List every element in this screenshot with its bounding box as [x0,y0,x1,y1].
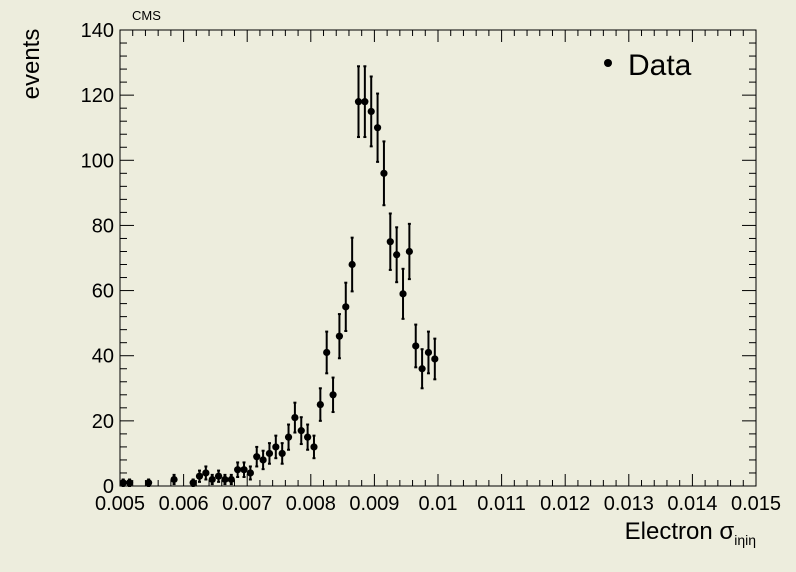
data-point [367,107,375,116]
x-tick-label: 0.007 [222,493,272,515]
data-point [189,479,197,487]
x-axis-label-symbol: σ [719,518,735,545]
data-point [221,475,229,484]
data-point [253,453,261,461]
data-point [316,400,324,409]
y-tick-label: 0 [103,476,114,498]
data-point [125,479,134,487]
data-point [386,238,394,246]
data-point [418,365,426,373]
data-point [310,443,318,451]
data-point [335,332,344,340]
data-point [119,479,127,487]
data-point [202,469,210,477]
data-point [208,475,216,484]
data-point [291,414,299,422]
data-point [329,391,337,399]
data-point [393,251,401,259]
plot-frame [119,29,757,487]
legend-marker [604,59,612,67]
data-point [214,472,223,480]
data-point [227,475,235,484]
data-point [145,479,153,487]
data-point [380,169,388,177]
legend-label: Data [628,49,692,82]
data-point [399,290,407,298]
x-tick-label: 0.015 [731,493,781,515]
data-point [195,472,204,480]
data-point [412,342,420,350]
x-tick-label: 0.012 [540,493,590,515]
x-axis-label-text: Electron [624,518,713,545]
x-axis-label-subscript: iηiη [734,532,756,548]
data-point [373,124,382,132]
data-point [323,348,331,357]
data-point [272,443,280,451]
data-point [246,469,254,477]
data-point [259,456,267,464]
data-point [265,449,274,458]
data-point [424,348,433,357]
cms-watermark: CMS [132,8,161,23]
y-tick-label: 140 [81,20,114,42]
data-point [342,303,350,311]
data-point [284,433,293,441]
data-point [361,98,369,106]
x-tick-label: 0.014 [667,493,717,515]
x-tick-label: 0.005 [95,493,145,515]
x-tick-label: 0.009 [349,493,399,515]
data-point [431,355,439,363]
x-tick-label: 0.01 [419,493,458,515]
x-tick-label: 0.013 [604,493,654,515]
y-tick-label: 20 [92,411,114,433]
data-point [240,466,248,474]
data-point [278,449,286,458]
data-point [348,260,356,269]
x-tick-label: 0.008 [286,493,336,515]
x-axis-label: Electron σiηiη [625,518,756,548]
y-axis-label: events [18,28,45,100]
data-point [354,98,363,106]
y-tick-label: 60 [92,281,114,303]
x-tick-label: 0.006 [159,493,209,515]
y-tick-label: 120 [81,85,114,107]
data-point [234,466,242,474]
data-point [304,433,312,441]
y-tick-label: 80 [92,215,114,237]
y-tick-label: 100 [81,150,114,172]
x-tick-label: 0.011 [477,493,526,515]
data-point [405,247,413,256]
data-point [297,427,305,435]
y-tick-label: 40 [92,346,114,368]
data-point [170,475,178,484]
